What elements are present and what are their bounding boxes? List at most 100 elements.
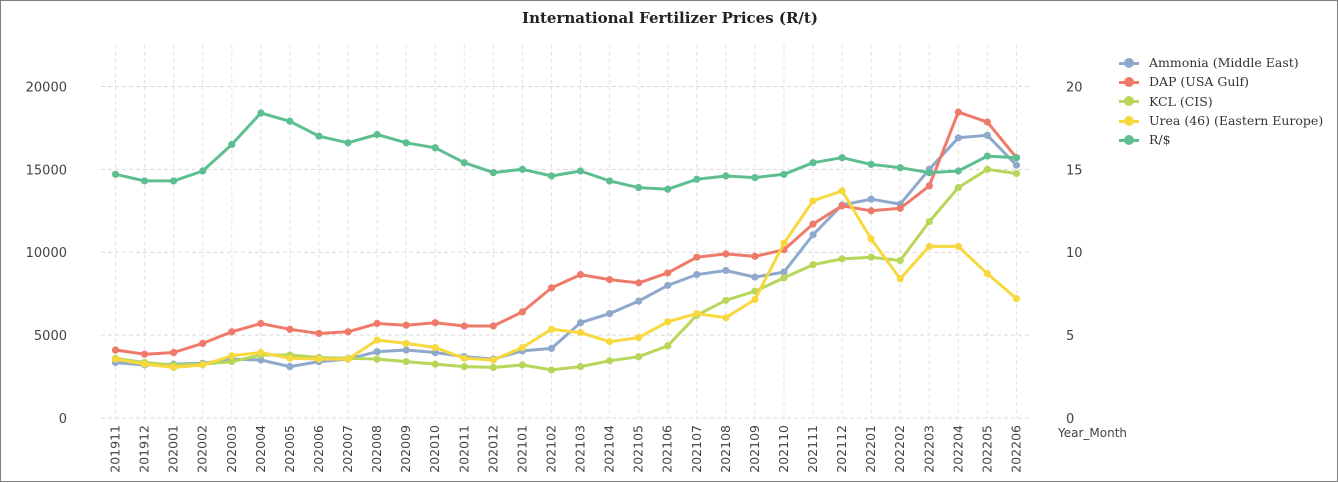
legend-swatch-marker xyxy=(1124,134,1134,145)
data-point xyxy=(954,134,962,142)
data-point xyxy=(896,204,904,212)
data-point xyxy=(431,348,439,357)
data-point xyxy=(140,350,149,358)
data-point xyxy=(373,348,381,356)
data-point xyxy=(576,363,585,371)
data-point xyxy=(228,352,236,360)
series-line xyxy=(114,167,1018,372)
data-point xyxy=(460,159,468,167)
data-point xyxy=(838,202,846,210)
data-point xyxy=(402,358,410,366)
x-tick-label: 202101 xyxy=(514,425,529,473)
data-point xyxy=(605,177,614,185)
x-tick-label: 202011 xyxy=(456,425,471,473)
data-point xyxy=(257,109,265,117)
legend-label: DAP (USA Gulf) xyxy=(1149,74,1249,90)
x-tick-label: 202003 xyxy=(224,425,239,473)
data-point xyxy=(315,132,323,140)
data-point xyxy=(140,360,149,368)
x-tick-label: 202010 xyxy=(427,425,442,473)
data-point xyxy=(838,154,846,162)
x-tick-label: 202102 xyxy=(543,425,558,473)
data-point xyxy=(576,271,585,279)
x-tick-label: 202204 xyxy=(950,425,965,473)
legend-swatch xyxy=(1119,115,1139,127)
data-point xyxy=(722,250,730,258)
data-point xyxy=(431,343,439,352)
data-point xyxy=(257,348,265,357)
data-point xyxy=(199,167,207,175)
x-tick-label: 202111 xyxy=(805,425,820,473)
x-tick-label: 202108 xyxy=(718,425,733,473)
legend-item: Urea (46) (Eastern Europe) xyxy=(1119,111,1323,130)
data-point xyxy=(460,354,468,362)
data-point xyxy=(111,355,120,363)
data-point xyxy=(402,139,410,147)
data-point xyxy=(344,355,352,363)
data-point xyxy=(286,354,294,362)
data-point xyxy=(518,361,527,369)
legend: Ammonia (Middle East) DAP (USA Gulf) KCL (… xyxy=(1119,53,1323,149)
data-point xyxy=(402,346,410,354)
data-point xyxy=(431,144,439,152)
left-axis-tick-label: 0 xyxy=(59,412,67,427)
data-point xyxy=(838,255,846,263)
data-point xyxy=(373,355,381,363)
data-point xyxy=(838,187,846,195)
data-point xyxy=(751,252,759,260)
data-point xyxy=(576,167,585,175)
data-point xyxy=(722,172,730,180)
data-point xyxy=(1012,169,1021,178)
data-point xyxy=(199,361,207,369)
x-tick-label: 202201 xyxy=(863,425,878,473)
x-tick-label: 202112 xyxy=(834,425,849,473)
data-point xyxy=(635,279,643,287)
data-point xyxy=(431,360,439,368)
x-tick-label: 201911 xyxy=(108,425,123,473)
data-point xyxy=(199,339,207,347)
data-point xyxy=(605,309,614,318)
legend-label: Ammonia (Middle East) xyxy=(1149,55,1299,71)
data-point xyxy=(809,231,817,239)
data-point xyxy=(228,140,236,149)
series-r xyxy=(111,109,1021,193)
data-point xyxy=(983,270,992,278)
x-tick-label: 202105 xyxy=(631,425,646,473)
legend-swatch-marker xyxy=(1124,96,1134,107)
legend-label: Urea (46) (Eastern Europe) xyxy=(1149,113,1324,129)
x-tick-label: 202205 xyxy=(979,425,994,473)
data-point xyxy=(693,309,701,318)
data-point xyxy=(635,183,643,192)
data-point xyxy=(867,235,875,243)
legend-swatch xyxy=(1119,134,1139,146)
legend-swatch-marker xyxy=(1124,57,1134,68)
data-point xyxy=(576,329,585,337)
data-point xyxy=(489,356,497,364)
x-tick-label: 202203 xyxy=(921,425,936,473)
data-point xyxy=(547,366,556,374)
data-point xyxy=(576,319,585,327)
data-point xyxy=(373,319,381,328)
data-point xyxy=(460,363,468,371)
data-point xyxy=(489,322,497,330)
series-line xyxy=(114,110,1018,356)
data-point xyxy=(605,357,614,365)
right-axis-tick-label: 5 xyxy=(1066,329,1074,344)
legend-swatch xyxy=(1119,95,1139,107)
series-urea-46-eastern-europe xyxy=(111,187,1021,372)
data-point xyxy=(170,177,178,185)
data-point xyxy=(489,169,497,177)
data-point xyxy=(664,185,672,193)
legend-swatch xyxy=(1119,57,1139,69)
data-point xyxy=(518,165,527,173)
data-point xyxy=(954,242,962,251)
series-kcl-cis xyxy=(111,165,1021,374)
data-point xyxy=(809,261,817,269)
data-point xyxy=(954,183,962,192)
data-point xyxy=(402,321,410,329)
legend-label: R/$ xyxy=(1149,132,1171,148)
data-point xyxy=(751,174,759,182)
data-point xyxy=(605,275,614,284)
data-point xyxy=(1012,161,1021,169)
